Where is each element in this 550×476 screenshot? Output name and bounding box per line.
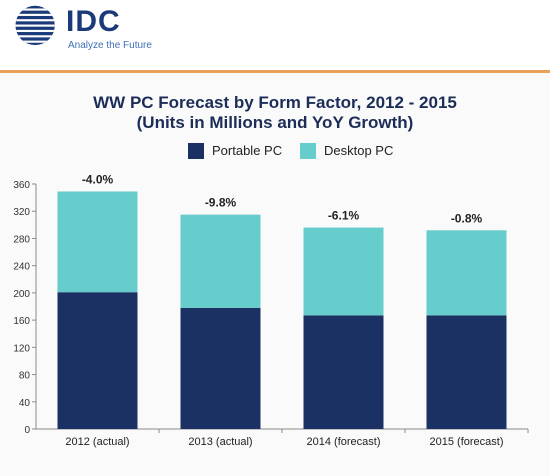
bar-portable [180, 307, 261, 429]
bar-desktop [303, 227, 384, 316]
x-tick-label: 2014 (forecast) [307, 436, 381, 448]
legend-swatch-desktop [300, 143, 316, 159]
bar-portable [426, 315, 507, 429]
y-tick-label: 80 [19, 371, 31, 382]
growth-label: -0.8% [451, 211, 483, 225]
bar-desktop [57, 191, 138, 293]
y-tick-label: 120 [13, 343, 30, 354]
y-tick-label: 360 [13, 180, 30, 191]
chart-legend: Portable PC Desktop PC [0, 141, 550, 165]
x-tick-label: 2012 (actual) [65, 436, 129, 448]
x-tick-label: 2015 (forecast) [430, 436, 504, 448]
y-tick-label: 240 [13, 262, 30, 273]
bar-desktop [426, 230, 507, 316]
chart-subtitle: (Units in Millions and YoY Growth) [136, 113, 414, 132]
y-tick-label: 320 [13, 207, 30, 218]
growth-label: -4.0% [82, 172, 114, 186]
y-tick-label: 40 [19, 398, 31, 409]
bar-desktop [180, 214, 261, 308]
idc-globe-logo-icon [15, 5, 55, 46]
x-tick-label: 2013 (actual) [188, 436, 252, 448]
header-divider [0, 70, 550, 73]
y-tick-label: 0 [24, 425, 30, 436]
bar-portable [57, 292, 138, 429]
y-tick-label: 280 [13, 234, 30, 245]
logo-tagline: Analyze the Future [68, 40, 152, 51]
bar-portable [303, 315, 384, 429]
logo-text: IDC [66, 5, 121, 38]
y-tick-label: 160 [13, 316, 30, 327]
y-tick-label: 200 [13, 289, 30, 300]
header: IDC Analyze the Future [0, 0, 550, 70]
growth-label: -9.8% [205, 196, 237, 210]
chart-title: WW PC Forecast by Form Factor, 2012 - 20… [93, 93, 457, 112]
growth-label: -6.1% [328, 209, 360, 223]
legend-label-desktop: Desktop PC [324, 143, 394, 158]
legend-swatch-portable [188, 143, 204, 159]
legend-label-portable: Portable PC [212, 143, 283, 158]
